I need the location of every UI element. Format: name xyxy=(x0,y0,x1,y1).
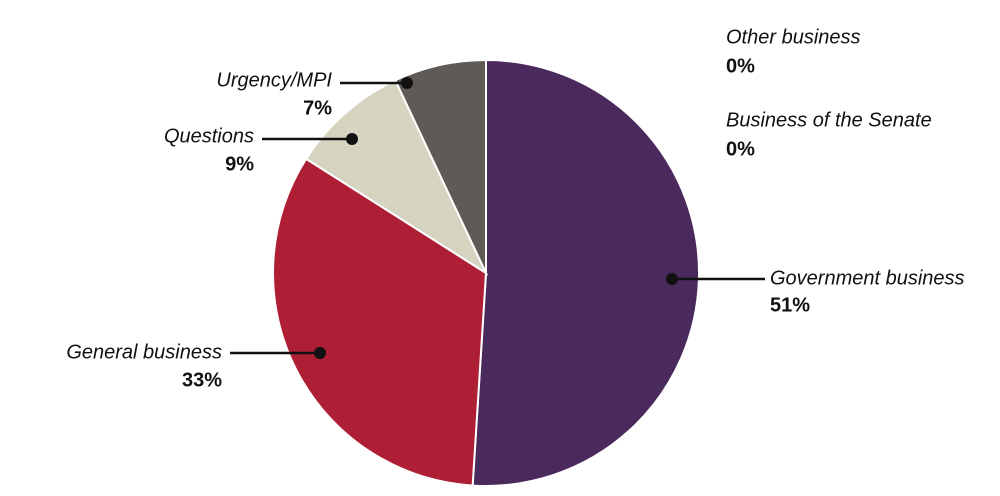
pie-slice xyxy=(272,157,488,487)
slice-value-label: 7% xyxy=(303,97,332,119)
slice-label: Business of the Senate xyxy=(726,109,932,131)
slice-label: Urgency/MPI xyxy=(216,69,332,91)
leader-dot xyxy=(314,347,326,359)
slice-label: Other business xyxy=(726,26,861,48)
slice-label: Questions xyxy=(164,125,254,147)
slice-value-label: 9% xyxy=(225,153,254,175)
slice-value-label: 0% xyxy=(726,55,755,77)
slice-label: General business xyxy=(66,341,222,363)
slice-value-label: 33% xyxy=(182,369,222,391)
slice-label: Government business xyxy=(770,267,965,289)
slice-value-label: 51% xyxy=(770,294,810,316)
slice-value-label: 0% xyxy=(726,138,755,160)
leader-dot xyxy=(346,133,358,145)
pie-slice xyxy=(471,58,700,487)
leader-dot xyxy=(666,273,678,285)
leader-dot xyxy=(401,77,413,89)
